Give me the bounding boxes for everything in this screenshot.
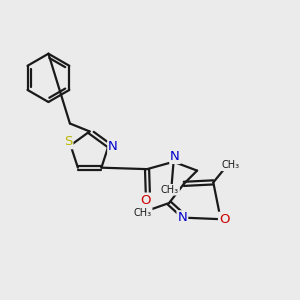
Text: N: N xyxy=(108,140,118,153)
Text: N: N xyxy=(170,150,180,163)
Text: CH₃: CH₃ xyxy=(161,185,179,195)
Text: CH₃: CH₃ xyxy=(222,160,240,170)
Text: O: O xyxy=(140,194,151,207)
Text: S: S xyxy=(64,135,72,148)
Text: CH₃: CH₃ xyxy=(134,208,152,218)
Text: N: N xyxy=(178,211,187,224)
Text: O: O xyxy=(219,213,230,226)
